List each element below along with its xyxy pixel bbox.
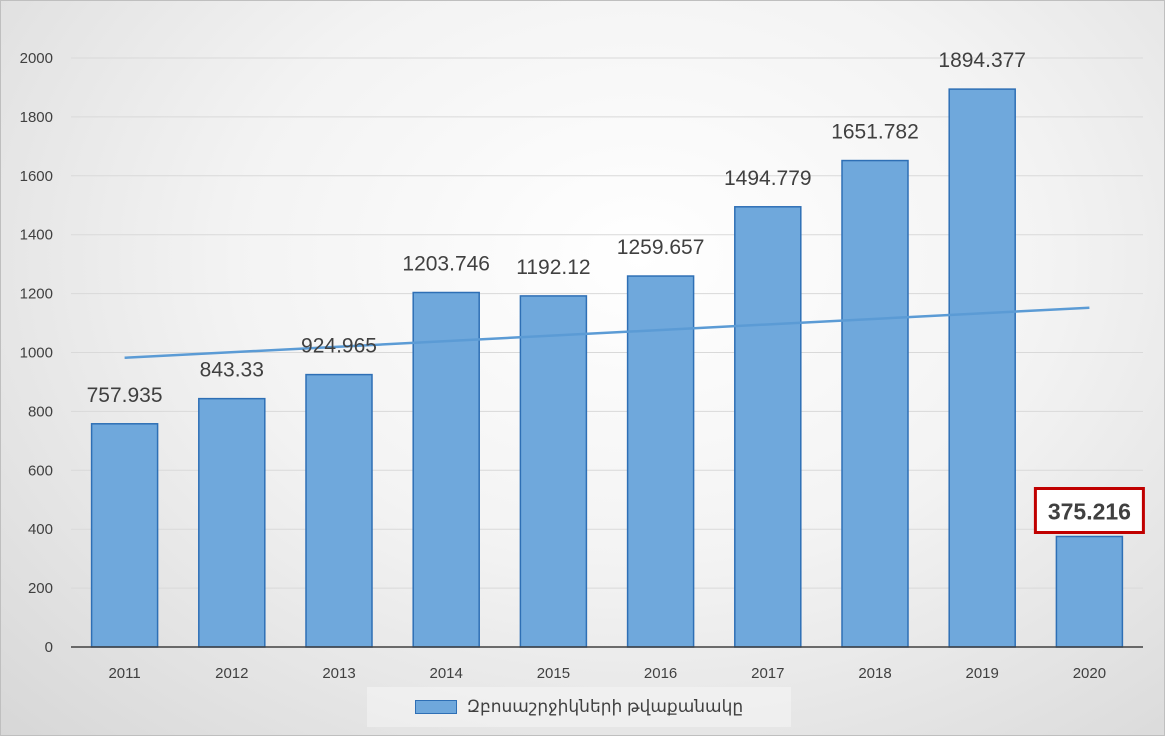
data-label: 1259.657 [617,236,705,259]
bar [198,397,266,648]
trendline [124,306,1090,360]
y-tick-label: 800 [28,403,53,420]
data-label: 843.33 [200,359,264,382]
data-label: 1494.779 [724,167,812,190]
y-tick-label: 1600 [20,168,53,185]
bar [305,373,373,648]
bar [626,275,695,648]
y-tick-label: 2000 [20,50,53,67]
x-tick-label: 2013 [322,665,355,682]
x-tick-label: 2017 [751,665,784,682]
data-label: 1192.12 [516,256,590,279]
bar [734,206,802,648]
data-label: 1651.782 [831,121,919,144]
data-label: 1894.377 [938,49,1026,72]
y-tick-label: 200 [28,580,53,597]
x-tick-label: 2012 [215,665,248,682]
bar [1055,535,1124,648]
bar [841,159,909,648]
highlight-box [1033,486,1145,534]
x-tick-label: 2020 [1073,665,1106,682]
x-tick-label: 2016 [644,665,677,682]
data-label: 375.216 [1048,498,1131,524]
legend: Զբոսաշրջիկների թվաքանակը [367,687,791,727]
data-label: 924.965 [301,335,377,358]
y-tick-label: 0 [45,639,53,656]
x-tick-label: 2018 [858,665,891,682]
bar [519,295,588,648]
y-tick-label: 1200 [20,286,53,303]
data-label: 1203.746 [402,252,490,275]
y-tick-label: 1000 [20,345,53,362]
x-tick-label: 2014 [430,665,463,682]
legend-label: Զբոսաշրջիկների թվաքանակը [466,697,744,716]
bar [948,88,1016,648]
x-tick-label: 2019 [966,665,999,682]
y-tick-label: 600 [28,462,53,479]
y-tick-label: 400 [28,521,53,538]
x-tick-label: 2015 [537,665,570,682]
y-tick-label: 1400 [20,227,53,244]
y-tick-label: 1800 [20,109,53,126]
data-label: 757.935 [87,384,163,407]
bar [90,423,159,648]
legend-swatch [414,700,457,714]
x-tick-label: 2011 [108,665,140,682]
bar [412,291,480,648]
